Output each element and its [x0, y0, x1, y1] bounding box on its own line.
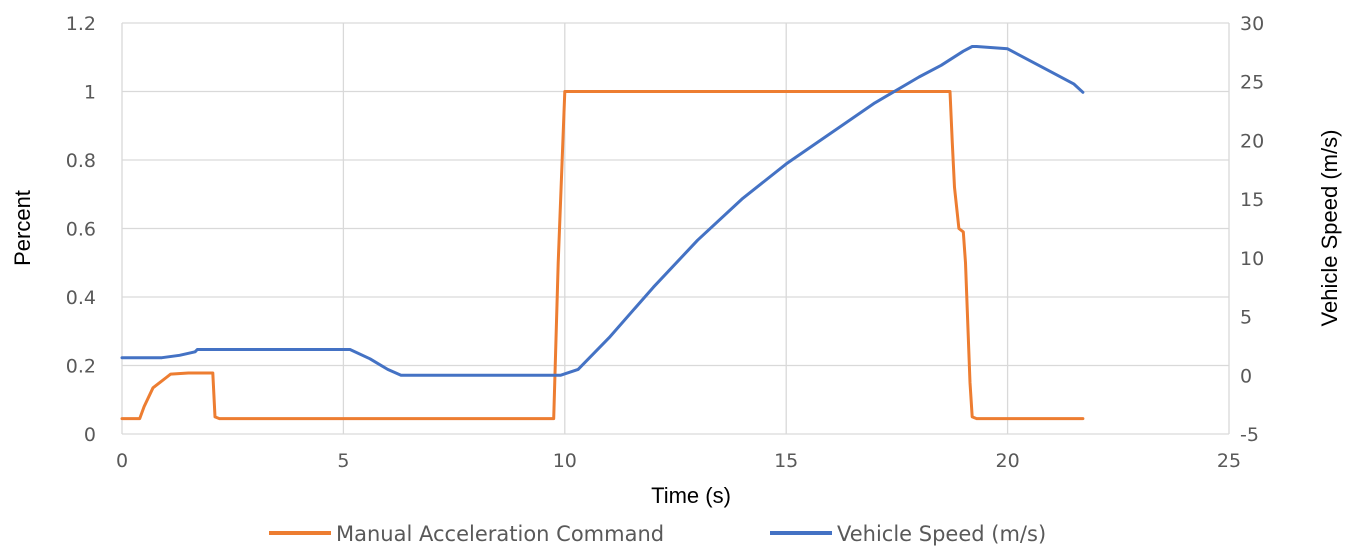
y-left-tick-label: 0.4 [66, 287, 96, 309]
y-axis-right-title: Vehicle Speed (m/s) [1317, 130, 1342, 327]
y-left-tick-label: 1 [84, 82, 96, 104]
legend: Manual Acceleration Command Vehicle Spee… [269, 522, 1046, 546]
y-right-tick-label: 5 [1240, 307, 1252, 329]
x-tick-label: 20 [996, 450, 1020, 472]
tick-labels: 0 0.2 0.4 0.6 0.8 1 1.2 0 5 10 15 20 25 -5 0 5 10 15 20 25 3… [66, 13, 1264, 472]
y-right-tick-label: 15 [1240, 189, 1264, 211]
y-right-tick-label: -5 [1240, 424, 1259, 446]
series-lines [120, 45, 1085, 421]
legend-label-vehicle-speed: Vehicle Speed (m/s) [837, 522, 1046, 546]
y-right-tick-label: 20 [1240, 130, 1264, 152]
series-line-vehicle-speed [120, 45, 1085, 377]
x-axis-title: Time (s) [651, 483, 731, 508]
gridlines [121, 22, 1230, 435]
y-left-tick-label: 0.8 [66, 150, 96, 172]
x-tick-label: 0 [116, 450, 128, 472]
x-tick-label: 15 [774, 450, 798, 472]
series-line-manual-acceleration [120, 90, 1085, 421]
y-left-tick-label: 0.2 [66, 356, 96, 378]
legend-label-manual-acceleration: Manual Acceleration Command [336, 522, 664, 546]
x-tick-label: 10 [553, 450, 577, 472]
y-left-tick-label: 0 [84, 424, 96, 446]
y-right-tick-label: 25 [1240, 72, 1264, 94]
x-tick-label: 5 [337, 450, 349, 472]
y-right-tick-label: 0 [1240, 365, 1252, 387]
y-axis-left-title: Percent [10, 190, 35, 266]
y-right-tick-label: 30 [1240, 13, 1264, 35]
y-left-tick-label: 1.2 [66, 13, 96, 35]
x-tick-label: 25 [1217, 450, 1241, 472]
y-left-tick-label: 0.6 [66, 219, 96, 241]
y-right-tick-label: 10 [1240, 248, 1264, 270]
